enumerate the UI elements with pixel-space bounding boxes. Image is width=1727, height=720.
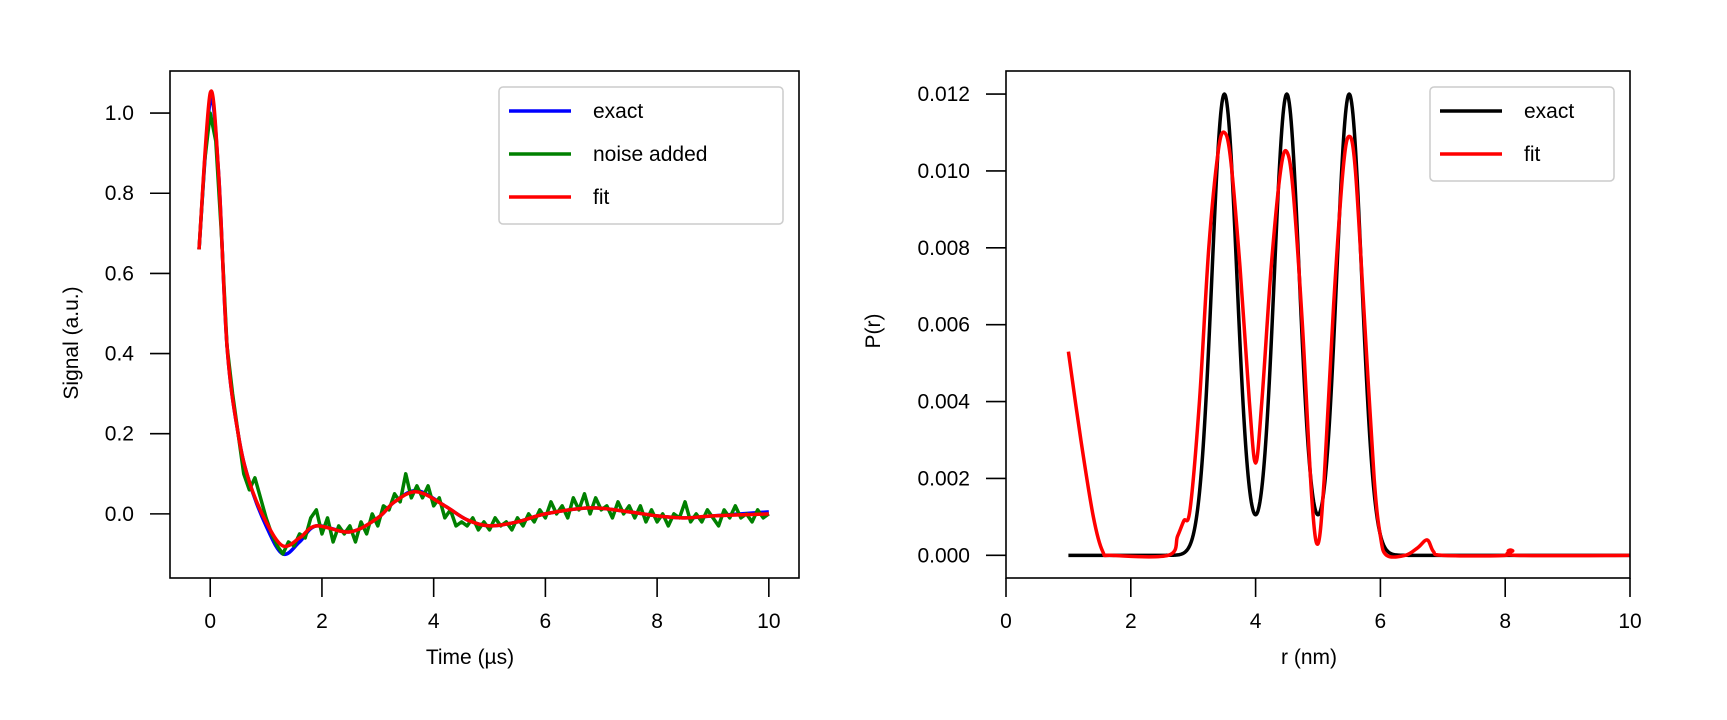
y-tick-label: 0.8 xyxy=(105,182,134,205)
legend: exact fit xyxy=(1429,86,1615,182)
x-tick-label: 10 xyxy=(757,610,780,633)
signal-plot: Time (µs) Signal (a.u.) 0 2 4 6 8 10 0.0 0.2 0.4… xyxy=(60,70,800,669)
x-tick-label: 4 xyxy=(428,610,440,633)
distance-distribution-plot: r (nm) P(r) 0 2 4 6 8 10 0.000 0.002 0.004 0.006 0… xyxy=(862,70,1642,669)
y-tick-label: 1.0 xyxy=(105,102,134,125)
x-axis-label: r (nm) xyxy=(1281,646,1337,669)
x-tick-label: 0 xyxy=(204,610,216,633)
y-tick-label: 0.008 xyxy=(917,237,970,260)
x-tick-label: 6 xyxy=(540,610,552,633)
x-tick-label: 8 xyxy=(1499,610,1511,633)
x-axis-label: Time (µs) xyxy=(426,646,514,669)
legend-box xyxy=(1429,86,1615,182)
series-group xyxy=(1066,92,1630,559)
series-line-fit xyxy=(1066,130,1630,559)
legend-label: exact xyxy=(593,100,643,123)
y-tick-label: 0.0 xyxy=(105,503,134,526)
y-tick-label: 0.010 xyxy=(917,160,970,183)
legend-label: noise added xyxy=(593,143,707,166)
legend-label: exact xyxy=(1524,100,1574,123)
y-axis-label: Signal (a.u.) xyxy=(60,286,83,399)
x-tick-label: 4 xyxy=(1250,610,1262,633)
x-tick-label: 6 xyxy=(1375,610,1387,633)
y-tick-label: 0.006 xyxy=(917,314,970,337)
y-tick-label: 0.002 xyxy=(917,467,970,490)
x-tick-label: 2 xyxy=(316,610,328,633)
x-tick-label: 10 xyxy=(1618,610,1641,633)
series-line-fit xyxy=(197,89,769,549)
y-tick-label: 0.012 xyxy=(917,83,970,106)
legend-box xyxy=(498,86,784,225)
axes-frame xyxy=(169,70,800,579)
y-axis-label: P(r) xyxy=(862,314,885,349)
legend-label: fit xyxy=(593,186,610,209)
legend: exact noise added fit xyxy=(498,86,784,225)
x-tick-label: 2 xyxy=(1125,610,1137,633)
y-tick-label: 0.2 xyxy=(105,423,134,446)
y-tick-label: 0.6 xyxy=(105,262,134,285)
x-tick-label: 8 xyxy=(651,610,663,633)
y-tick-label: 0.000 xyxy=(917,544,970,567)
series-line-noise-added xyxy=(197,111,770,556)
y-tick-label: 0.4 xyxy=(105,343,135,366)
series-group xyxy=(197,89,770,557)
x-tick-label: 0 xyxy=(1000,610,1012,633)
y-tick-label: 0.004 xyxy=(917,391,970,414)
legend-label: fit xyxy=(1524,143,1541,166)
